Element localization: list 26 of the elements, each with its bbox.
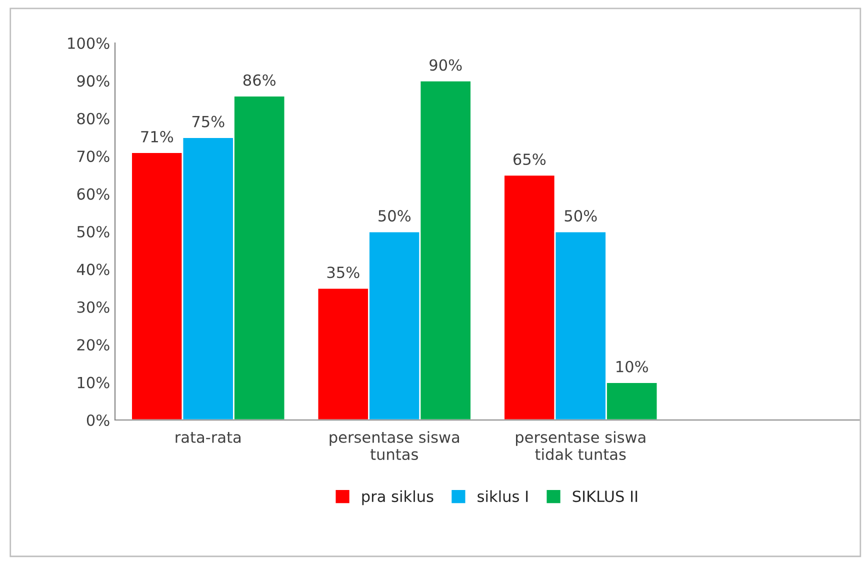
data-label: 90% [430, 59, 462, 71]
data-label: 50% [564, 210, 597, 222]
y-tick-label: 100% [68, 37, 110, 50]
data-label: 35% [327, 266, 360, 278]
data-label: 50% [378, 210, 411, 222]
x-tick-label: rata-rata [176, 432, 240, 443]
y-tick-label: 70% [77, 150, 110, 162]
data-label: 65% [513, 153, 546, 166]
x-tick-label: persentase siswa tuntas [330, 431, 459, 460]
y-tick-label: 50% [77, 226, 110, 238]
legend-label: SIKLUS II [572, 490, 638, 502]
y-tick-label: 30% [77, 301, 110, 313]
legend-label: siklus I [478, 490, 528, 502]
y-tick-label: 80% [77, 112, 110, 124]
data-label: 71% [141, 130, 174, 142]
y-tick-label: 20% [77, 339, 110, 351]
y-tick-label: 60% [77, 188, 110, 200]
data-label: 86% [243, 74, 276, 86]
y-tick-label: 0% [86, 414, 110, 426]
y-tick-label: 40% [76, 264, 110, 276]
x-tick-label: persentase siswa tidak tuntas [516, 431, 646, 460]
legend-label: pra siklus [362, 490, 434, 506]
data-label: 75% [192, 116, 224, 128]
y-tick-label: 90% [77, 75, 110, 87]
data-label: 10% [616, 360, 648, 372]
y-tick-label: 10% [78, 376, 110, 388]
